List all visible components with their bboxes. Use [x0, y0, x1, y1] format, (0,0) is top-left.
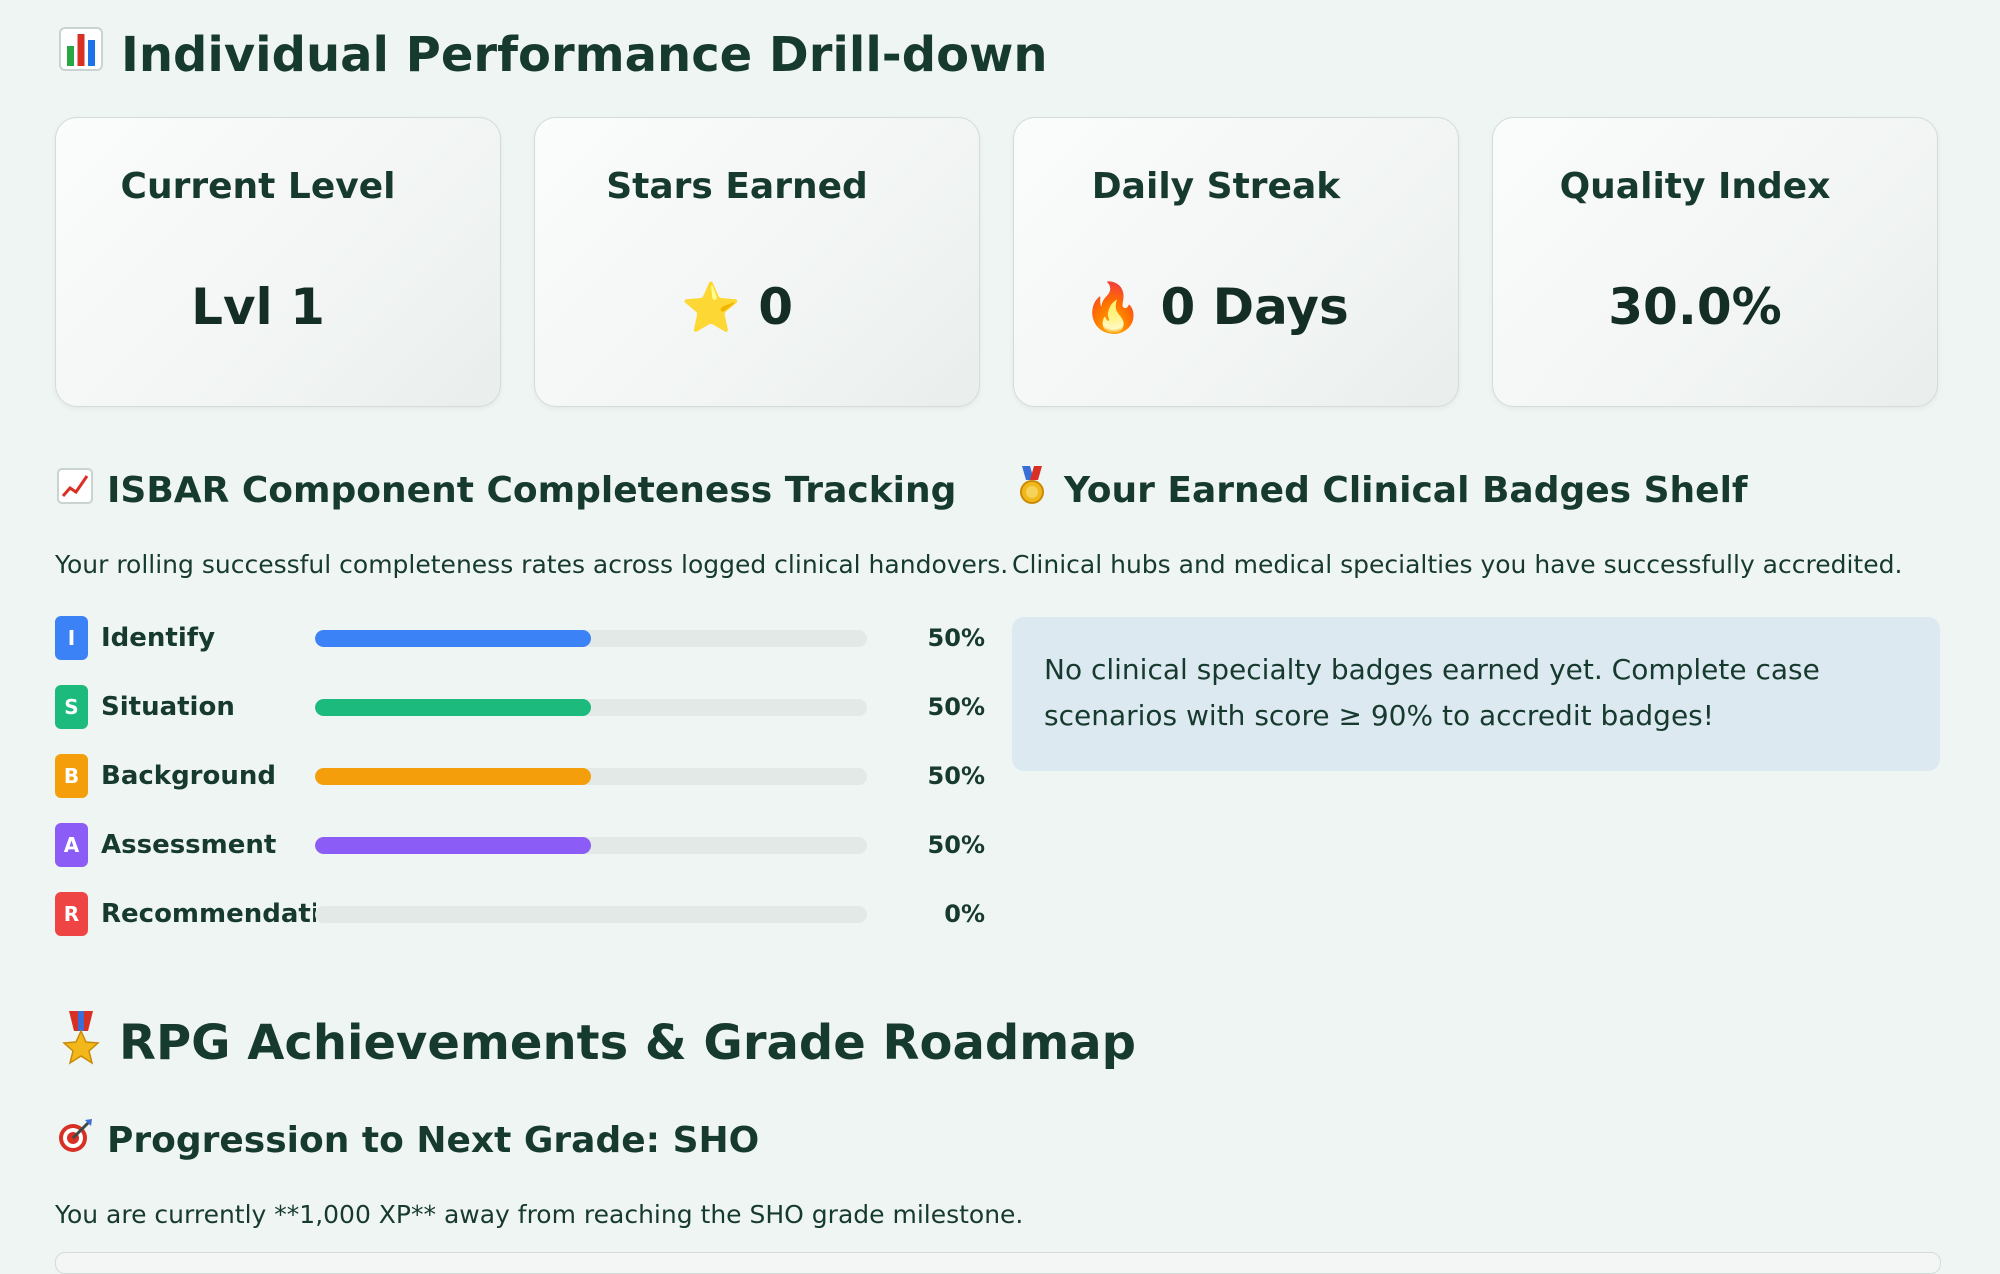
badges-section-subtitle: Clinical hubs and medical specialties yo…: [1012, 550, 1903, 579]
isbar-section-title-text: ISBAR Component Completeness Tracking: [107, 469, 957, 511]
page-title-text: Individual Performance Drill-down: [121, 27, 1048, 83]
no-badges-info-box: No clinical specialty badges earned yet.…: [1012, 617, 1940, 771]
medal-icon: [1012, 465, 1052, 515]
metric-value: 30.0%: [1493, 278, 1937, 336]
isbar-component-name: Identify: [101, 623, 216, 653]
isbar-row-recommendation: R Recommendation 0%: [55, 890, 985, 959]
isbar-letter-badge: I: [55, 616, 88, 660]
metric-card-quality-index: Quality Index 30.0%: [1492, 117, 1938, 407]
isbar-progress-fill: [315, 768, 591, 785]
isbar-percent: 0%: [944, 900, 985, 928]
metric-value-text: 0: [758, 278, 793, 336]
bar-chart-icon: [55, 26, 107, 84]
metric-label: Quality Index: [1559, 166, 1831, 207]
progression-bar-container: [55, 1252, 1941, 1274]
isbar-progress-track: [315, 906, 867, 923]
isbar-row-situation: S Situation 50%: [55, 683, 985, 752]
rpg-section-title-text: RPG Achievements & Grade Roadmap: [119, 1015, 1136, 1071]
isbar-component-name: Recommendation: [101, 899, 316, 929]
isbar-letter-badge: S: [55, 685, 88, 729]
isbar-percent: 50%: [927, 831, 985, 859]
isbar-progress-track: [315, 837, 867, 854]
isbar-component-list: I Identify 50% S Situation 50% B Backgro…: [55, 614, 985, 959]
no-badges-message: No clinical specialty badges earned yet.…: [1044, 653, 1820, 732]
isbar-row-background: B Background 50%: [55, 752, 985, 821]
progression-text: You are currently **1,000 XP** away from…: [55, 1200, 1024, 1229]
metric-value-text: Lvl 1: [191, 278, 325, 336]
isbar-progress-fill: [315, 837, 591, 854]
metric-value-text: 0 Days: [1160, 278, 1349, 336]
metric-cards: Current Level Lvl 1 Stars Earned ⭐ 0 Dai…: [55, 117, 1939, 407]
isbar-progress-fill: [315, 630, 591, 647]
isbar-component-name: Background: [101, 761, 276, 791]
isbar-progress-track: [315, 699, 867, 716]
metric-card-stars-earned: Stars Earned ⭐ 0: [534, 117, 980, 407]
isbar-component-name: Situation: [101, 692, 235, 722]
progression-title: Progression to Next Grade: SHO: [55, 1115, 759, 1165]
isbar-percent: 50%: [927, 624, 985, 652]
isbar-progress-track: [315, 768, 867, 785]
isbar-row-identify: I Identify 50%: [55, 614, 985, 683]
isbar-letter-badge: A: [55, 823, 88, 867]
isbar-component-name: Assessment: [101, 830, 277, 860]
isbar-section-title: ISBAR Component Completeness Tracking: [55, 465, 956, 515]
isbar-row-assessment: A Assessment 50%: [55, 821, 985, 890]
metric-value: ⭐ 0: [535, 278, 979, 336]
isbar-progress-track: [315, 630, 867, 647]
isbar-percent: 50%: [927, 762, 985, 790]
rpg-section-title: RPG Achievements & Grade Roadmap: [55, 1008, 1136, 1078]
metric-label: Daily Streak: [1091, 166, 1341, 207]
isbar-progress-fill: [315, 699, 591, 716]
progression-title-text: Progression to Next Grade: SHO: [107, 1119, 760, 1161]
metric-value-text: 30.0%: [1608, 278, 1782, 336]
metric-label: Stars Earned: [606, 166, 868, 207]
dashboard-page: Individual Performance Drill-down Curren…: [55, 0, 1941, 1274]
page-title: Individual Performance Drill-down: [55, 20, 1048, 90]
fire-icon: 🔥: [1083, 280, 1144, 336]
isbar-section-subtitle: Your rolling successful completeness rat…: [55, 550, 1009, 579]
isbar-letter-badge: B: [55, 754, 88, 798]
badges-section-title: Your Earned Clinical Badges Shelf: [1012, 465, 1748, 515]
target-icon: [55, 1118, 95, 1163]
metric-value: 🔥 0 Days: [1014, 278, 1458, 336]
metric-label: Current Level: [120, 166, 396, 207]
isbar-letter-badge: R: [55, 892, 88, 936]
chart-increasing-icon: [55, 467, 95, 513]
military-medal-icon: [55, 1010, 107, 1076]
isbar-percent: 50%: [927, 693, 985, 721]
star-icon: ⭐: [681, 280, 741, 336]
metric-value: Lvl 1: [56, 278, 500, 336]
metric-card-daily-streak: Daily Streak 🔥 0 Days: [1013, 117, 1459, 407]
badges-section-title-text: Your Earned Clinical Badges Shelf: [1064, 469, 1748, 511]
metric-card-current-level: Current Level Lvl 1: [55, 117, 501, 407]
